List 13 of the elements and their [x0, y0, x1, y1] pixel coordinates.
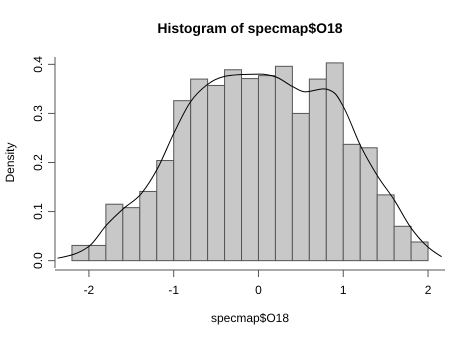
- x-tick-label: 2: [424, 283, 432, 297]
- x-tick-label: -2: [84, 283, 95, 297]
- y-tick-label: 0.3: [31, 104, 45, 122]
- y-tick-label: 0.4: [31, 56, 45, 73]
- y-tick-label: 0.1: [31, 202, 45, 220]
- y-axis-title: Density: [3, 142, 17, 183]
- y-tick-label: 0.0: [31, 252, 45, 269]
- x-tick-label: 0: [255, 283, 262, 297]
- x-tick-label: 1: [340, 283, 347, 297]
- x-tick-label: -1: [168, 283, 180, 297]
- y-tick-label: 0.2: [31, 154, 45, 171]
- x-axis-title: specmap$O18: [210, 311, 290, 325]
- chart-title: Histogram of specmap$O18: [157, 20, 343, 36]
